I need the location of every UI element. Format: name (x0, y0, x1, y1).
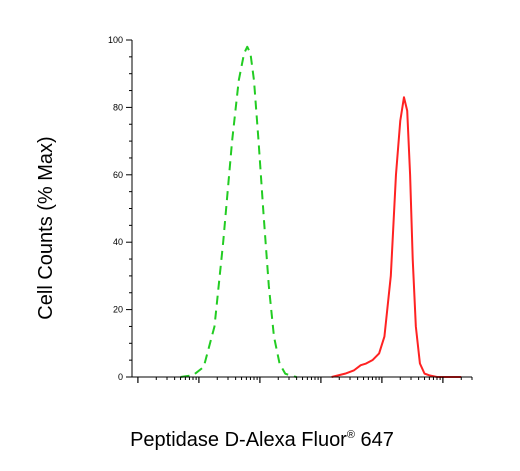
x-axis-title-suffix: 647 (355, 429, 394, 451)
y-axis-title: Cell Counts (% Max) (35, 136, 57, 319)
y-tick-label: 100 (108, 35, 123, 45)
y-tick-label: 0 (118, 372, 123, 382)
axes: 0 20 40 60 80 100 (108, 35, 473, 383)
y-tick-label: 60 (113, 170, 123, 180)
y-tick-label: 40 (113, 237, 123, 247)
y-tick-label: 80 (113, 102, 123, 112)
series-layer (180, 45, 462, 378)
series-line-2 (331, 96, 462, 378)
x-axis-title-superscript: ® (347, 429, 355, 441)
x-axis-title-main: Peptidase D-Alexa Fluor (130, 429, 347, 451)
x-axis-title: Peptidase D-Alexa Fluor® 647 (130, 429, 394, 451)
y-tick-label: 20 (113, 305, 123, 315)
series-line-1 (180, 45, 297, 378)
